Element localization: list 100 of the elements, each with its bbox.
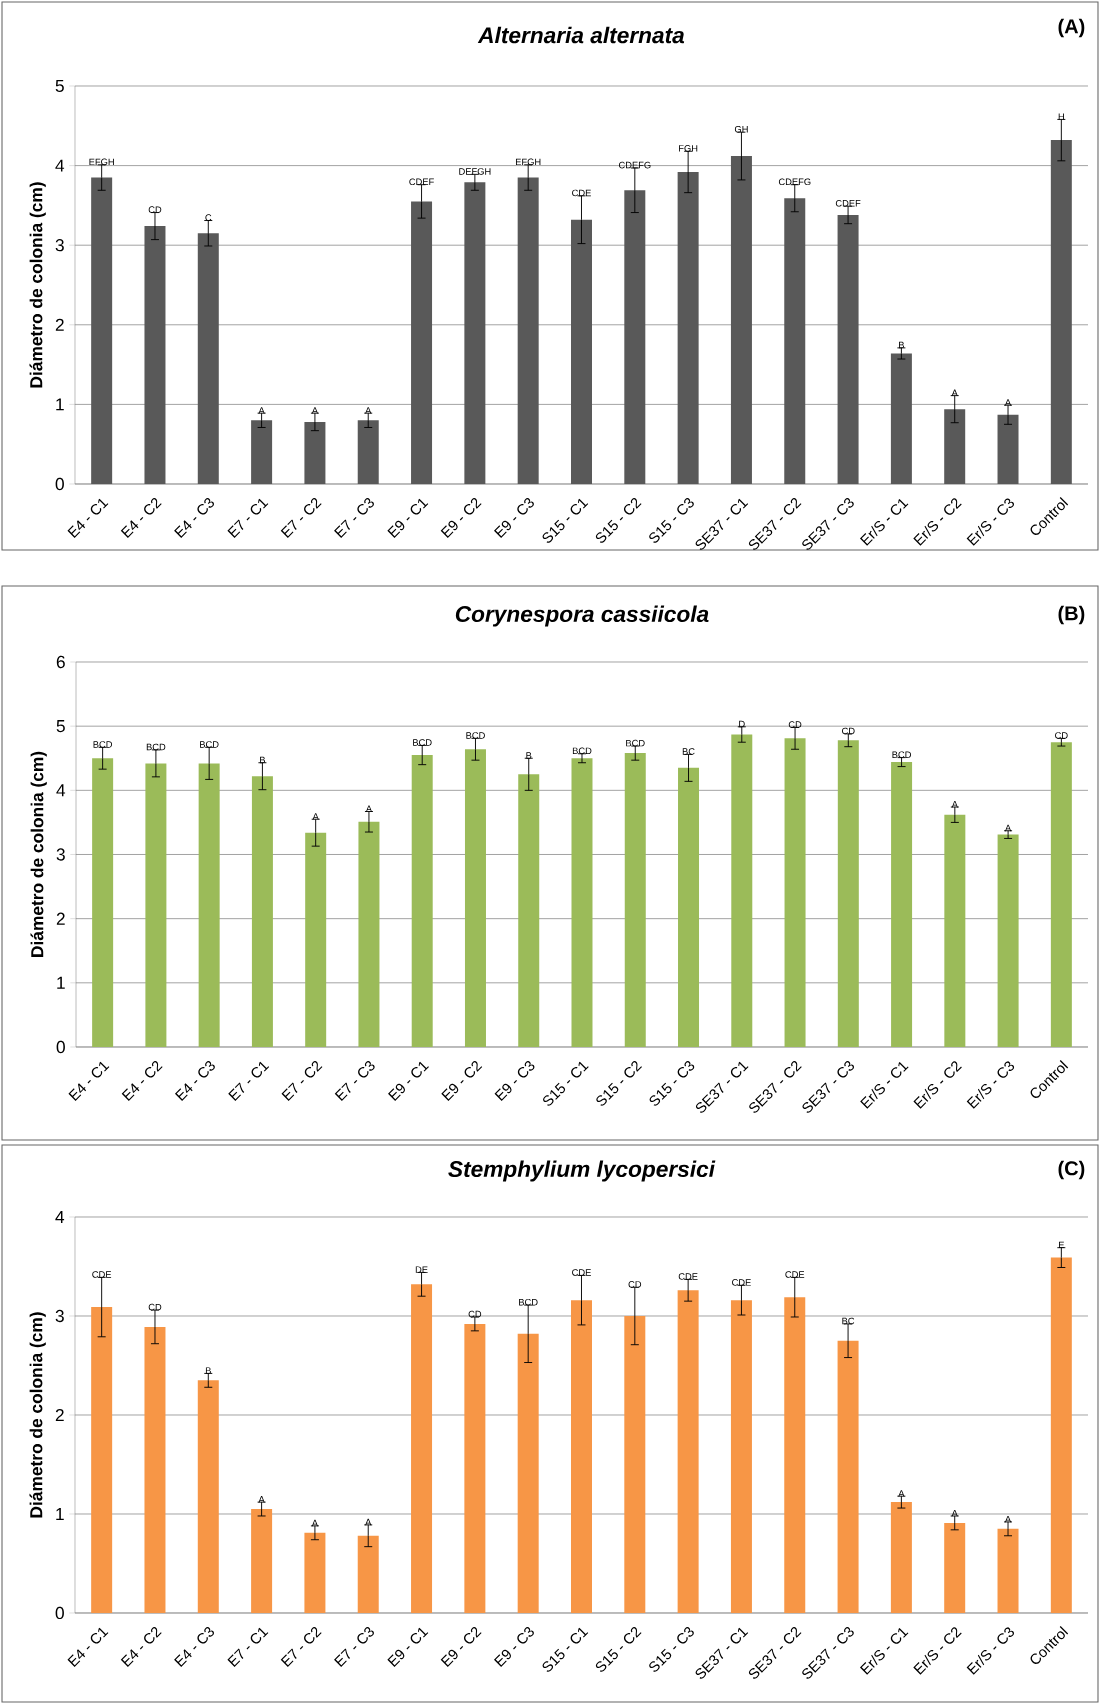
x-tick-label: E9 - C1 <box>388 1061 429 1101</box>
y-tick-label: 0 <box>55 1606 64 1620</box>
x-tick-label: E9 - C3 <box>493 498 534 538</box>
data-label: BCD <box>572 747 592 755</box>
bar <box>357 420 379 484</box>
bar <box>464 1323 486 1613</box>
data-label: B <box>526 752 532 759</box>
bar <box>571 758 593 1047</box>
bar <box>784 1297 806 1613</box>
data-label: CDEF <box>409 178 434 186</box>
text: (A) <box>1058 18 1085 38</box>
data-label: CDEFG <box>618 161 651 169</box>
x-tick-label: E9 - C3 <box>494 1061 535 1101</box>
x-tick-label: E9 - C3 <box>493 1627 534 1667</box>
bar <box>730 156 752 484</box>
data-label: CDE <box>732 1279 751 1286</box>
x-tick-label: E7 - C3 <box>334 1061 375 1101</box>
y-axis-title: Diámetro de colonia (cm) <box>29 182 46 388</box>
x-tick-label: S15 - C3 <box>649 498 694 543</box>
bar <box>784 738 806 1047</box>
bar <box>678 767 700 1047</box>
bar <box>92 758 114 1047</box>
x-tick-label: E7 - C1 <box>227 1627 269 1667</box>
bar <box>890 353 912 484</box>
bar <box>357 1535 379 1613</box>
bar <box>890 1502 912 1613</box>
data-label: BC <box>842 1317 855 1325</box>
y-tick-label: 1 <box>56 1508 64 1520</box>
text: (B) <box>1058 605 1085 625</box>
x-tick-label: S15 - C2 <box>596 1061 642 1106</box>
data-label: EFGH <box>89 158 114 166</box>
bar <box>145 763 167 1047</box>
x-tick-label: S15 - C3 <box>649 1627 694 1672</box>
y-tick-label: 2 <box>56 912 65 925</box>
x-tick-label: E4 - C1 <box>68 1061 110 1101</box>
bar <box>997 1528 1019 1613</box>
x-tick-label: S15 - C1 <box>543 1061 589 1106</box>
bar <box>197 1380 219 1613</box>
x-tick-label: S15 - C2 <box>595 1627 642 1672</box>
x-tick-label: E7 - C3 <box>334 498 374 538</box>
data-label: EFGH <box>515 158 541 166</box>
data-label: GH <box>734 125 748 133</box>
x-tick-label: E9 - C2 <box>440 498 482 538</box>
bar <box>518 774 540 1047</box>
bar <box>891 762 913 1047</box>
bar <box>304 1532 326 1613</box>
data-label: B <box>205 1367 211 1374</box>
x-tick-label: S15 - C1 <box>542 1627 589 1672</box>
data-label: CD <box>842 727 855 735</box>
x-tick-label: E4 - C2 <box>120 498 162 538</box>
bar <box>517 177 539 484</box>
data-label: BCD <box>466 732 485 739</box>
y-tick-label: 1 <box>56 398 64 411</box>
bar <box>144 1326 166 1613</box>
x-tick-label: E4 - C1 <box>67 1627 109 1667</box>
data-label: CD <box>148 1303 162 1311</box>
y-tick-label: 4 <box>55 1211 65 1223</box>
data-label: A <box>365 805 373 812</box>
y-tick-label: 2 <box>55 1408 64 1422</box>
data-label: CDE <box>678 1273 698 1280</box>
data-label: BCD <box>892 751 911 758</box>
bar <box>464 749 486 1047</box>
bar <box>624 190 646 484</box>
chart-title: Corynespora cassiicola <box>455 605 709 627</box>
data-label: CDEF <box>835 200 861 207</box>
y-tick-label: 2 <box>55 318 64 331</box>
x-tick-label: E9 - C1 <box>387 1627 429 1667</box>
data-label: CDE <box>785 1271 805 1278</box>
bar <box>730 1300 752 1613</box>
y-tick-label: 0 <box>55 477 64 491</box>
data-label: BC <box>682 748 695 755</box>
bar <box>677 171 699 484</box>
x-tick-label: E7 - C1 <box>228 1061 270 1101</box>
y-tick-label: 1 <box>57 976 65 989</box>
bar <box>197 233 219 484</box>
data-label: A <box>311 407 319 414</box>
bar <box>731 734 753 1047</box>
data-label: DE <box>415 1266 428 1273</box>
data-label: CDE <box>92 1271 112 1278</box>
bar <box>837 740 859 1047</box>
bar <box>305 832 327 1047</box>
bar <box>144 226 166 484</box>
bar <box>624 1315 646 1613</box>
x-tick-label: E7 - C2 <box>280 498 322 538</box>
data-label: A <box>1005 824 1012 832</box>
x-tick-label: E4 - C2 <box>121 1061 163 1101</box>
data-label: A <box>951 389 958 397</box>
data-label: C <box>205 214 212 221</box>
y-tick-label: 3 <box>56 848 65 861</box>
text: (C) <box>1058 1160 1085 1180</box>
y-tick-label: 3 <box>55 1309 64 1323</box>
data-label: A <box>365 1518 372 1526</box>
data-label: CD <box>468 1310 482 1318</box>
data-label: BCD <box>146 743 166 751</box>
bar <box>997 834 1019 1047</box>
data-label: B <box>260 756 266 764</box>
data-label: A <box>951 1509 958 1517</box>
x-tick-label: E4 - C3 <box>174 498 214 538</box>
bar <box>677 1290 699 1613</box>
y-tick-label: 0 <box>56 1040 65 1054</box>
